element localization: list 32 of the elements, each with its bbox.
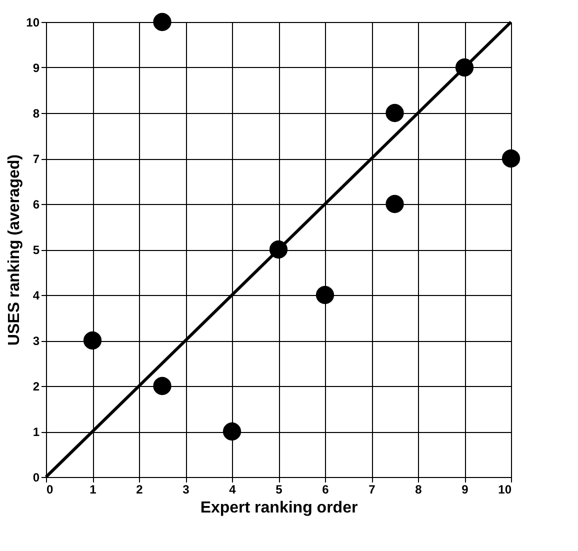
x-tick-label: 2 [136, 482, 144, 496]
x-tick-label: 1 [90, 482, 97, 496]
point [502, 149, 520, 168]
point [83, 331, 102, 350]
point [222, 422, 242, 441]
x-tick-label: 5 [276, 482, 283, 496]
point [153, 12, 172, 32]
point [153, 376, 172, 396]
x-tick-label: 3 [182, 482, 190, 496]
y-tick-label: 5 [32, 243, 40, 257]
x-tick-label: 8 [415, 482, 422, 496]
y-tick-label: 2 [32, 380, 40, 394]
x-tick-label: 0 [46, 482, 54, 496]
y-tick-label: 10 [26, 16, 40, 30]
x-axis-title: Expert ranking order [200, 500, 358, 516]
point [316, 286, 334, 304]
point [386, 104, 404, 122]
y-axis-title: USES ranking (averaged) [6, 154, 24, 346]
x-tick-label: 10 [498, 482, 512, 496]
y-tick-label: 1 [32, 425, 40, 439]
point [386, 194, 404, 214]
x-tick-label: 4 [229, 482, 236, 496]
y-tick-label: 7 [32, 152, 40, 166]
y-tick-label: 9 [32, 61, 40, 75]
y-tick-label: 8 [32, 106, 40, 120]
y-tick-label: 3 [32, 334, 40, 348]
x-tick-label: 6 [322, 482, 330, 496]
y-tick-label: 4 [32, 288, 40, 302]
x-tick-label: 7 [368, 482, 376, 496]
x-tick-label: 9 [462, 482, 469, 496]
y-tick-label: 6 [32, 198, 40, 212]
y-tick-label: 0 [32, 470, 40, 484]
